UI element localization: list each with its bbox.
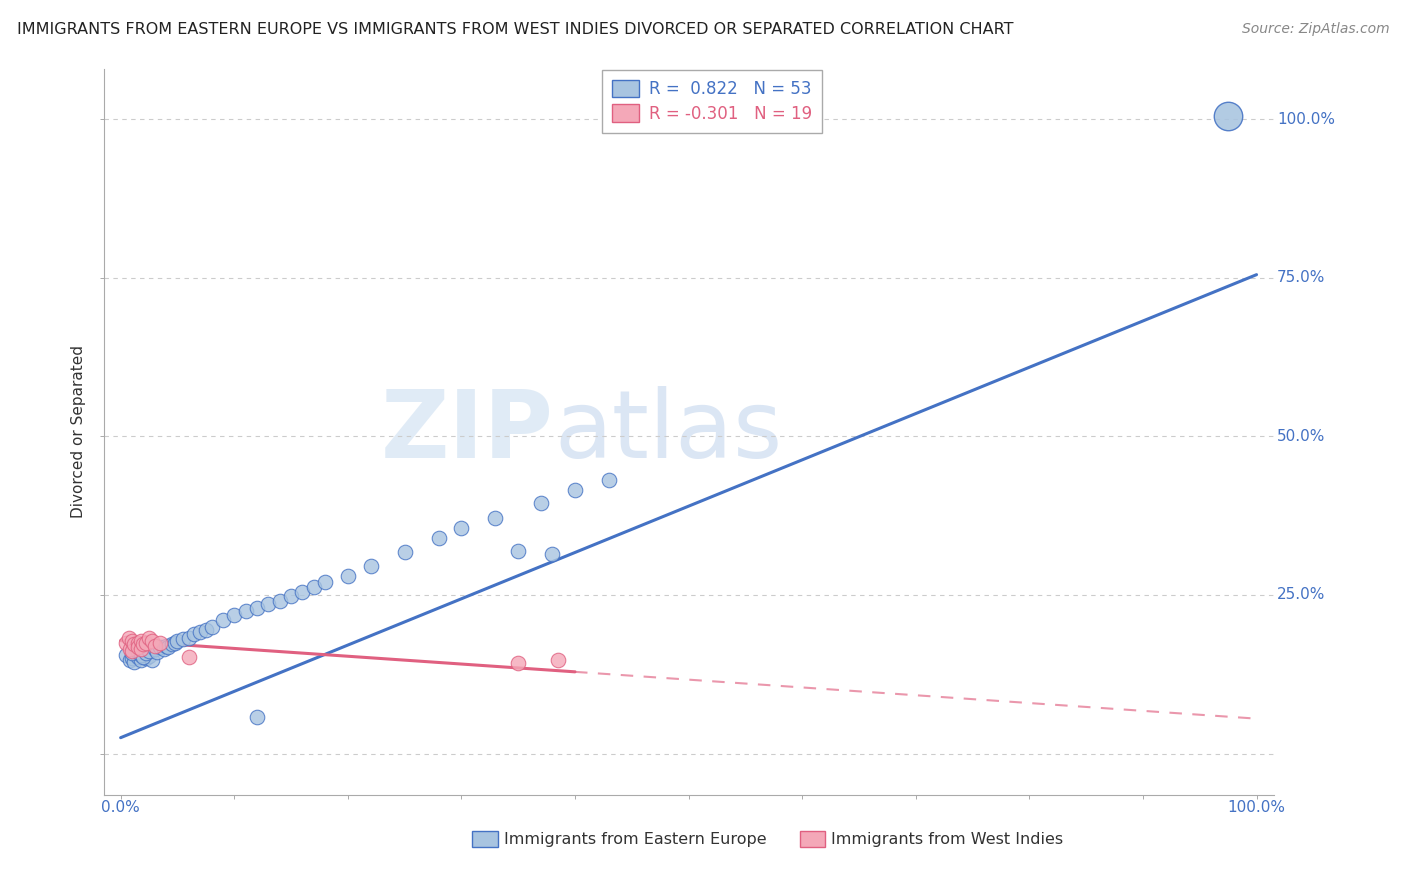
Point <box>146 645 169 659</box>
Point <box>530 496 553 510</box>
Point <box>508 657 530 671</box>
Point <box>117 631 139 645</box>
Point <box>138 649 160 664</box>
Point <box>135 646 157 660</box>
Point <box>115 635 138 649</box>
Text: 25.0%: 25.0% <box>1277 588 1326 602</box>
Point <box>122 655 145 669</box>
Point <box>127 640 149 654</box>
Point <box>129 641 152 656</box>
Point <box>138 631 160 645</box>
Point <box>129 633 152 648</box>
Point <box>336 569 359 583</box>
Text: Immigrants from Eastern Europe: Immigrants from Eastern Europe <box>503 831 766 847</box>
Point <box>160 637 183 651</box>
Point <box>121 633 143 648</box>
Point <box>188 624 211 639</box>
Point <box>427 531 450 545</box>
Point <box>127 645 149 659</box>
Point <box>121 646 143 660</box>
Point <box>360 559 382 574</box>
Point <box>127 635 149 649</box>
Point <box>121 644 143 658</box>
Point <box>121 651 143 665</box>
Point <box>143 641 166 656</box>
Point <box>1218 109 1240 123</box>
Point <box>194 623 217 637</box>
FancyBboxPatch shape <box>472 831 498 847</box>
Point <box>149 635 172 649</box>
Point <box>177 631 200 645</box>
Point <box>118 653 141 667</box>
Point <box>302 580 325 594</box>
Point <box>149 640 172 654</box>
Point <box>122 637 145 651</box>
Legend: R =  0.822   N = 53, R = -0.301   N = 19: R = 0.822 N = 53, R = -0.301 N = 19 <box>602 70 823 133</box>
Point <box>394 545 416 559</box>
Point <box>132 650 155 665</box>
Point <box>291 584 314 599</box>
Text: ZIP: ZIP <box>381 385 554 477</box>
Y-axis label: Divorced or Separated: Divorced or Separated <box>72 345 86 518</box>
Point <box>314 575 336 590</box>
Point <box>541 547 564 561</box>
Text: Source: ZipAtlas.com: Source: ZipAtlas.com <box>1241 22 1389 37</box>
FancyBboxPatch shape <box>800 831 825 847</box>
Point <box>257 598 280 612</box>
Point <box>127 650 149 665</box>
Point <box>246 600 269 615</box>
Point <box>484 510 506 524</box>
Point <box>547 653 569 667</box>
Text: 75.0%: 75.0% <box>1277 270 1326 285</box>
Point <box>157 640 180 654</box>
Point <box>165 635 187 649</box>
Point <box>141 633 163 648</box>
Point <box>132 648 155 663</box>
Point <box>269 594 291 608</box>
Point <box>177 650 200 665</box>
Point <box>224 608 246 623</box>
Point <box>564 483 586 498</box>
Point <box>143 639 166 653</box>
Point <box>135 635 157 649</box>
Point <box>138 644 160 658</box>
Text: Immigrants from West Indies: Immigrants from West Indies <box>831 831 1063 847</box>
Text: IMMIGRANTS FROM EASTERN EUROPE VS IMMIGRANTS FROM WEST INDIES DIVORCED OR SEPARA: IMMIGRANTS FROM EASTERN EUROPE VS IMMIGR… <box>17 22 1014 37</box>
Point <box>450 521 472 535</box>
Text: 0.0%: 0.0% <box>101 800 141 814</box>
Text: 50.0%: 50.0% <box>1277 429 1326 444</box>
Text: 100.0%: 100.0% <box>1227 800 1285 814</box>
Text: atlas: atlas <box>554 385 782 477</box>
Point <box>129 653 152 667</box>
Point <box>141 653 163 667</box>
Point <box>135 651 157 665</box>
Point <box>183 627 205 641</box>
Point <box>129 648 152 663</box>
Point <box>118 641 141 656</box>
Text: 100.0%: 100.0% <box>1277 112 1334 127</box>
Point <box>508 543 530 558</box>
Point <box>246 710 269 724</box>
Point <box>212 613 235 627</box>
Point <box>132 637 155 651</box>
Point <box>155 639 177 653</box>
Point <box>166 633 188 648</box>
Point <box>235 604 257 618</box>
Point <box>172 632 194 647</box>
Point <box>153 641 176 656</box>
Point <box>280 589 302 603</box>
Point <box>200 620 222 634</box>
Point <box>115 648 138 663</box>
Point <box>598 473 620 487</box>
